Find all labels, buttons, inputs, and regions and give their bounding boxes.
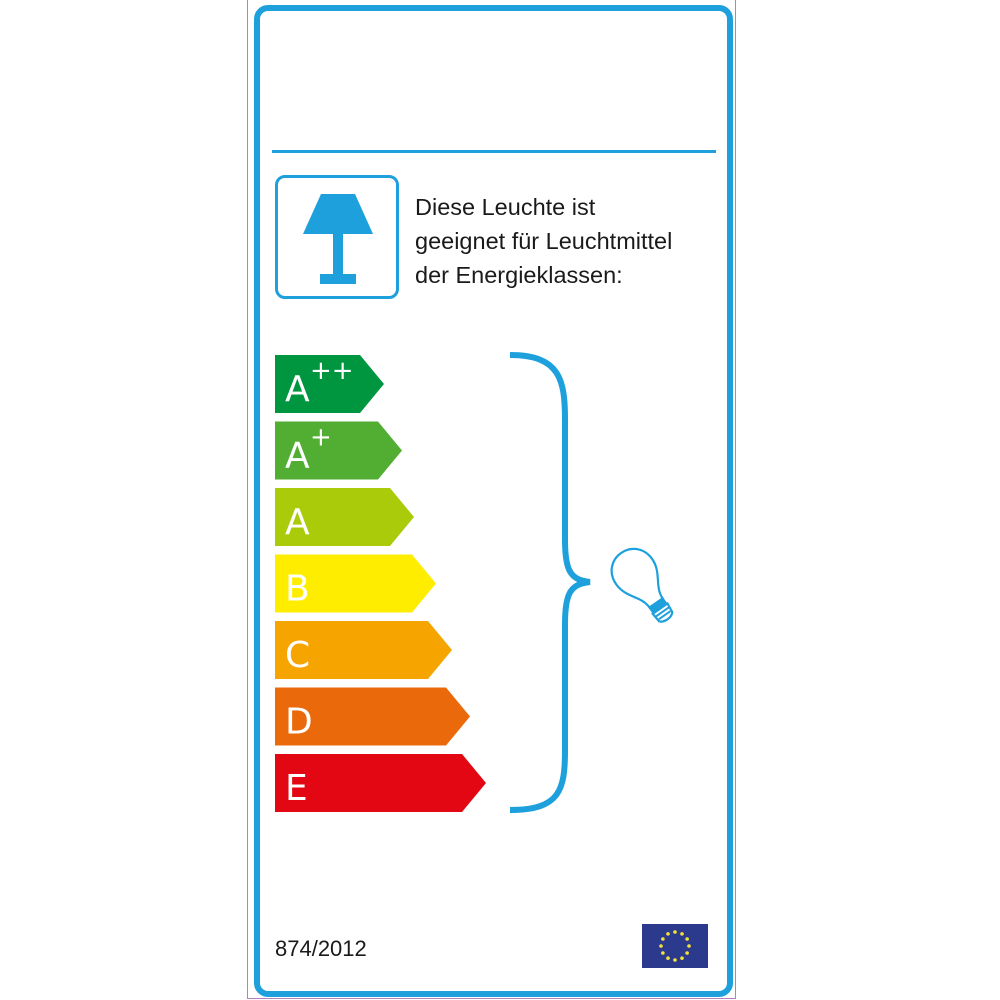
brace bbox=[509, 352, 591, 813]
description-line: der Energieklassen: bbox=[415, 262, 623, 288]
energy-class-superscript: ++ bbox=[310, 356, 354, 386]
flag-star bbox=[680, 956, 684, 960]
energy-class-arrow bbox=[275, 687, 470, 746]
flag-star bbox=[685, 937, 689, 941]
energy-class-letter: A bbox=[285, 436, 310, 477]
energy-class-superscript: + bbox=[310, 423, 332, 453]
energy-class-arrow bbox=[275, 488, 414, 546]
description-line: geeignet für Leuchtmittel bbox=[415, 228, 673, 254]
energy-class-a: A bbox=[275, 488, 414, 546]
header-divider bbox=[272, 150, 716, 153]
label-frame bbox=[254, 5, 733, 997]
energy-class-letter: D bbox=[285, 702, 313, 743]
energy-class-letter: C bbox=[285, 635, 310, 676]
table-lamp-icon bbox=[275, 175, 399, 299]
regulation-number: 874/2012 bbox=[275, 936, 367, 961]
flag-star bbox=[661, 951, 665, 955]
energy-class-letter: A bbox=[285, 369, 310, 410]
description-text: Diese Leuchte ist geeignet für Leuchtmit… bbox=[415, 190, 672, 292]
flag-star bbox=[661, 937, 665, 941]
energy-class-e: E bbox=[275, 754, 486, 812]
energy-class-aplus: A + bbox=[275, 421, 402, 480]
energy-class-arrow bbox=[275, 621, 452, 679]
energy-class-arrow bbox=[275, 421, 402, 480]
flag-star bbox=[680, 932, 684, 936]
flag-star bbox=[687, 944, 691, 948]
flag-star bbox=[673, 930, 677, 934]
energy-class-aplusplus: A ++ bbox=[275, 355, 384, 413]
flag-star bbox=[666, 956, 670, 960]
energy-class-arrow bbox=[275, 355, 384, 413]
energy-class-d: D bbox=[275, 687, 470, 746]
energy-class-b: B bbox=[275, 554, 436, 613]
light-bulb-icon bbox=[610, 547, 674, 623]
outer-border bbox=[247, 0, 736, 999]
flag-star bbox=[666, 932, 670, 936]
energy-class-letter: E bbox=[285, 768, 308, 809]
flag-star bbox=[685, 951, 689, 955]
flag-star bbox=[673, 958, 677, 962]
energy-class-letter: B bbox=[285, 569, 310, 610]
eu-flag-icon bbox=[642, 924, 708, 968]
energy-class-letter: A bbox=[285, 502, 310, 543]
description-line: Diese Leuchte ist bbox=[415, 194, 596, 220]
flag-star bbox=[659, 944, 663, 948]
energy-class-c: C bbox=[275, 621, 452, 679]
energy-class-arrow bbox=[275, 554, 436, 613]
energy-class-arrow bbox=[275, 754, 486, 812]
